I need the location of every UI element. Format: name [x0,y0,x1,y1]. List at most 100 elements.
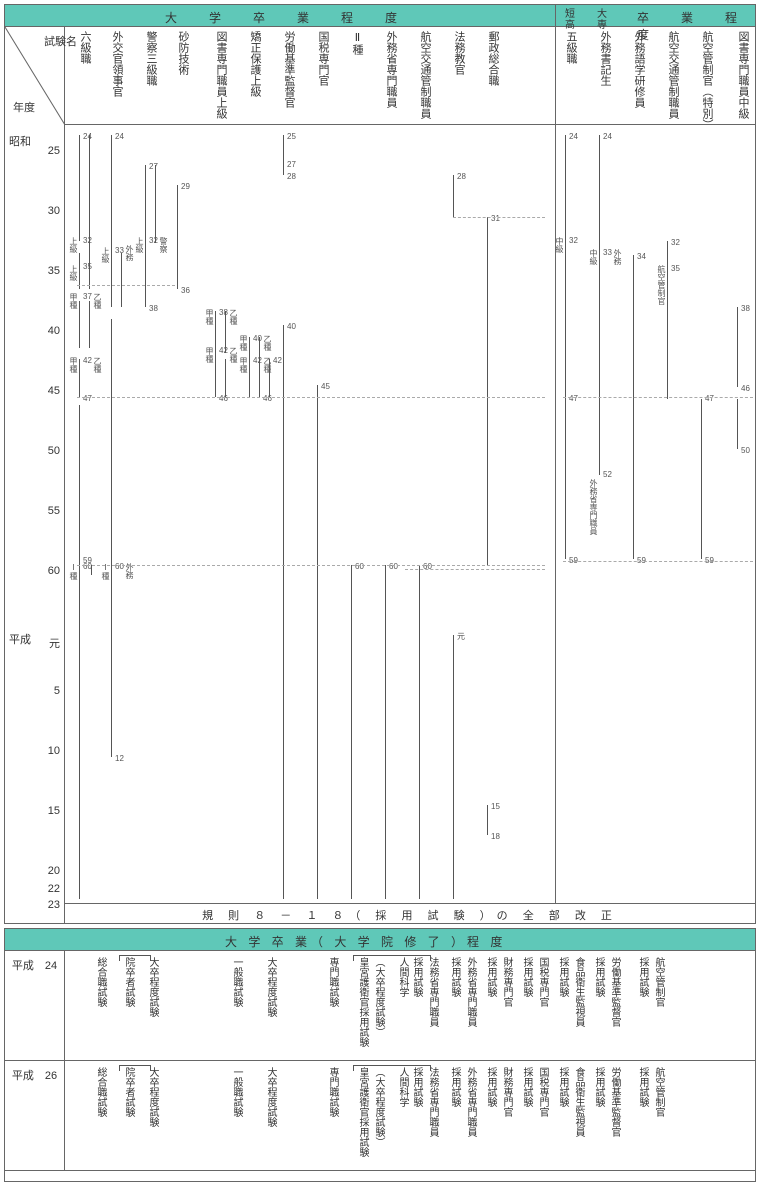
point-label: 50 [741,447,750,455]
point-label: 乙種 [93,357,101,373]
chart2-item: 採用試験 [521,957,532,997]
point-label: 甲種 [69,293,77,309]
timeline-segment [565,397,566,559]
chart2-item: 採用試験 [411,957,422,997]
point-label: 15 [491,803,500,811]
point-label: 警察 [159,237,167,253]
chart2-item: 院卒者試験 [123,957,134,1007]
point-label: 乙種 [263,335,271,351]
point-label: 42 [273,357,282,365]
point-label: 42 [253,357,262,365]
chart2-item: 大卒程度試験 [265,957,276,1017]
point-label: 中級 [555,237,563,253]
plot-area: 24242729上級32上級33外務上級32警察上級35甲種37乙種3638甲種… [65,125,755,923]
chart2-item: （大卒程度試験） [373,957,384,1037]
chart1-header-band: 大 学 卒 業 程 度 短 大 高 専 卒 業 程 度 [5,5,755,27]
column-header: 外交官領事官 [111,31,122,97]
timeline-segment [599,253,600,475]
point-label: 24 [83,133,92,141]
point-label: 12 [115,755,124,763]
point-label: 35 [671,265,680,273]
timeline-segment [283,135,284,163]
timeline-segment [145,165,146,243]
y-tick: 20 [48,865,60,877]
timeline-segment [565,241,566,397]
y-tick: 60 [48,565,60,577]
column-headers: 六級職外交官領事官警察三級職砂防技術図書専門職員上級矯正保護上級労働基準監督官国… [65,27,755,125]
chart2-item: 国税専門官 [537,957,548,1007]
timeline-segment [565,135,566,241]
point-label: 航空管制官 [657,265,665,305]
point-label: 24 [569,133,578,141]
chart2-item: 一般職試験 [231,1067,242,1117]
timeline-segment [487,805,488,835]
point-label: 乙種 [229,309,237,325]
point-label: 乙種 [229,347,237,363]
corner-cell: 試験名 年度 [5,27,65,125]
y-axis: 昭和平成2530354045505560元51015202223 [5,125,65,923]
chart2-row: 平成 26総合職試験院卒者試験大卒程度試験一般職試験大卒程度試験専門職試験皇宮護… [5,1061,755,1171]
timeline-segment [453,175,454,217]
point-label: 42 [83,357,92,365]
dash-connector [453,217,545,218]
point-label: Ⅰ種 [69,563,77,580]
point-label: 甲種 [69,357,77,373]
column-header: 矯正保護上級 [249,31,260,97]
column-header: 郵政総合職 [487,31,498,86]
chart2-item: 労働基準監督官 [609,957,620,1027]
column-header: 航空交通管制職員 [419,31,430,119]
timeline-segment [111,253,112,307]
timeline-segment [283,325,284,899]
point-label: 上級 [69,265,77,281]
bracket [119,955,151,961]
column-header: 六級職 [79,31,90,64]
column-header: 砂防技術 [177,31,188,75]
point-label: 27 [149,163,158,171]
dash-connector [77,397,545,398]
point-label: 25 [287,133,296,141]
y-tick: 15 [48,805,60,817]
y-tick: 40 [48,325,60,337]
chart2-item: 皇宮護衛官採用試験 [357,1067,368,1157]
chart2-item: 採用試験 [593,957,604,997]
chart2-year-cell: 平成 26 [5,1061,65,1170]
header-left: 大 学 卒 業 程 度 [165,9,407,26]
y-tick: 30 [48,205,60,217]
point-label: 35 [83,263,92,271]
era-label: 平成 [9,631,31,647]
timeline-segment [215,359,216,397]
corner-label-bottom: 年度 [0,99,53,115]
timeline-segment [79,405,80,565]
chart2-item: 国税専門官 [537,1067,548,1117]
bracket [353,1065,431,1071]
timeline-chart-secondary: 大 学 卒 業（ 大 学 院 修 了 ）程 度 平成 24総合職試験院卒者試験大… [4,928,756,1182]
timeline-segment [385,565,386,899]
timeline-segment [667,267,668,397]
chart2-item: 採用試験 [637,1067,648,1107]
point-label: 38 [149,305,158,313]
point-label: 24 [603,133,612,141]
y-tick: 23 [48,899,60,911]
y-tick: 55 [48,505,60,517]
point-label: 乙種 [263,357,271,373]
point-label: 42 [219,347,228,355]
timeline-segment [215,311,216,359]
column-header: 図書専門職員中級 [737,31,748,119]
timeline-segment [225,359,226,397]
y-tick: 5 [54,685,60,697]
timeline-segment [487,217,488,565]
chart2-item: （大卒程度試験） [373,1067,384,1147]
chart2-item: 大卒程度試験 [147,957,158,1017]
chart2-item: 採用試験 [557,1067,568,1107]
point-label: 外務 [125,245,133,261]
timeline-chart-main: 大 学 卒 業 程 度 短 大 高 専 卒 業 程 度 試験名 年度 六級職 外交… [4,4,756,924]
chart2-item: 採用試験 [593,1067,604,1107]
timeline-segment [633,255,634,559]
timeline-segment [79,135,80,241]
chart2-item: 採用試験 [485,1067,496,1107]
chart2-item: 総合職試験 [95,1067,106,1117]
chart2-item: 採用試験 [411,1067,422,1107]
column-header: 国税専門官 [317,31,328,86]
timeline-segment [453,635,454,899]
chart2-item: 採用試験 [449,1067,460,1107]
